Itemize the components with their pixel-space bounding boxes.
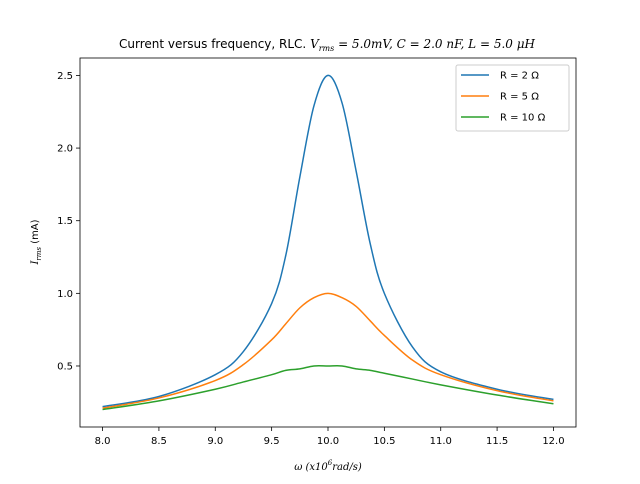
y-axis-label: Irms (mA) xyxy=(30,219,43,265)
x-axis-label: ω (x106rad/s) xyxy=(294,459,362,473)
x-tick-label: 8.0 xyxy=(95,436,111,447)
x-tick-label: 10.5 xyxy=(373,436,395,447)
x-tick-label: 9.0 xyxy=(207,436,223,447)
x-tick-label: 12.0 xyxy=(542,436,564,447)
y-axis-ticks: 0.5 1.0 1.5 2.0 2.5 xyxy=(57,71,80,372)
legend-label: R = 5 Ω xyxy=(500,92,539,103)
legend-label: R = 2 Ω xyxy=(500,71,539,82)
x-axis-ticks: 8.0 8.5 9.0 9.5 10.0 10.5 11.0 11.5 12.0 xyxy=(95,427,565,447)
y-tick-label: 2.0 xyxy=(57,144,73,155)
x-tick-label: 11.0 xyxy=(430,436,452,447)
y-tick-label: 1.5 xyxy=(57,216,73,227)
x-tick-label: 8.5 xyxy=(151,436,167,447)
y-tick-label: 0.5 xyxy=(57,361,73,372)
legend-box xyxy=(455,64,570,132)
series-line-2 xyxy=(102,292,554,409)
y-tick-label: 1.0 xyxy=(57,289,73,300)
series-line-3 xyxy=(102,365,554,411)
legend-label: R = 10 Ω xyxy=(500,113,546,124)
x-tick-label: 11.5 xyxy=(486,436,508,447)
y-tick-label: 2.5 xyxy=(57,71,73,82)
series-line-1 xyxy=(102,74,554,408)
x-tick-label: 10.0 xyxy=(317,436,339,447)
legend: R = 2 Ω R = 5 Ω R = 10 Ω xyxy=(455,64,570,132)
chart-title: Current versus frequency, RLC. Vrms = 5.… xyxy=(119,37,536,53)
series-lines xyxy=(102,74,554,411)
x-tick-label: 9.5 xyxy=(264,436,280,447)
